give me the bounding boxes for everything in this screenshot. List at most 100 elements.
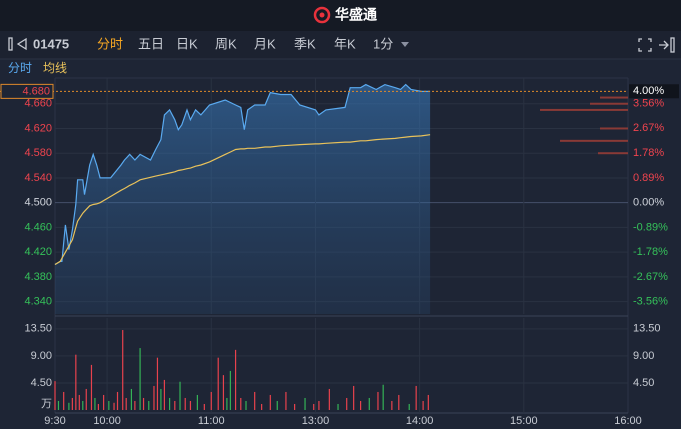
y-tick-label: 4.660 xyxy=(24,98,52,110)
volume-bar xyxy=(63,391,65,410)
fullscreen-button[interactable] xyxy=(638,38,652,52)
x-tick-label: 14:00 xyxy=(406,415,434,427)
x-tick-label: 16:00 xyxy=(614,415,642,427)
y2-tick-label: 0.89% xyxy=(633,172,664,184)
volume-bar xyxy=(313,403,315,410)
volume-bar xyxy=(108,400,110,410)
volume-bar xyxy=(160,388,162,410)
top-bar xyxy=(0,0,681,31)
volume-bar xyxy=(142,397,145,410)
last-price-label: 4.680 xyxy=(22,85,50,97)
collapse-button[interactable] xyxy=(659,37,675,53)
y-tick-label: 4.340 xyxy=(24,296,52,308)
volume-bar xyxy=(346,397,348,410)
tab[interactable]: 月K xyxy=(254,36,276,51)
volume-bar xyxy=(82,400,84,410)
y-tick-label: 4.380 xyxy=(24,271,52,283)
volume-bar xyxy=(174,400,176,410)
volume-profile-bar xyxy=(600,96,628,99)
volume-tick-label: 9.00 xyxy=(633,350,654,362)
volume-bar xyxy=(408,403,410,410)
volume-profile-bar xyxy=(590,102,628,105)
brand-name: 华盛通 xyxy=(335,7,377,23)
volume-bar xyxy=(368,397,370,410)
volume-bar xyxy=(103,394,105,410)
volume-bar xyxy=(240,397,242,410)
tab[interactable]: 年K xyxy=(334,36,356,51)
legend-entry: 均线 xyxy=(43,61,67,75)
tab[interactable]: 日K xyxy=(176,36,198,51)
volume-bar xyxy=(422,400,424,410)
symbol: 01475 xyxy=(33,36,69,51)
volume-bar xyxy=(328,388,330,410)
volume-bar xyxy=(261,403,263,410)
volume-bar xyxy=(189,400,192,410)
volume-bar xyxy=(130,388,132,410)
y2-tick-label: 1.78% xyxy=(633,147,664,159)
last-change-box xyxy=(629,84,679,99)
volume-bar xyxy=(337,403,339,410)
volume-profile-bar xyxy=(600,127,628,130)
y2-tick-label: -1.78% xyxy=(633,246,668,258)
volume-bar xyxy=(196,394,198,410)
volume-bar xyxy=(97,403,100,410)
back-button[interactable] xyxy=(8,37,27,51)
tab[interactable]: 分时 xyxy=(97,36,123,51)
volume-bar xyxy=(78,394,80,410)
volume-bar xyxy=(245,400,247,410)
volume-profile-bar xyxy=(540,108,628,111)
legend-entry: 分时 xyxy=(8,61,32,75)
volume-bar xyxy=(229,370,231,410)
volume-bar xyxy=(116,391,119,410)
y2-tick-label: -3.56% xyxy=(633,296,668,308)
volume-bar xyxy=(94,397,96,410)
volume-bar xyxy=(234,349,237,410)
y-tick-label: 4.460 xyxy=(24,221,52,233)
x-tick-label: 11:00 xyxy=(198,415,225,427)
volume-bar xyxy=(122,330,124,410)
volume-bar xyxy=(427,394,429,410)
toolbar xyxy=(0,31,681,59)
volume-bar xyxy=(391,400,393,410)
y-tick-label: 4.500 xyxy=(24,197,52,209)
volume-tick-label: 13.50 xyxy=(24,323,52,335)
volume-bar xyxy=(113,402,115,410)
volume-tick-label: 4.50 xyxy=(633,377,654,389)
volume-bar xyxy=(382,384,384,410)
volume-bar xyxy=(353,385,355,410)
volume-bar xyxy=(415,385,417,410)
volume-bar xyxy=(71,397,73,410)
volume-tick-label: 9.00 xyxy=(31,350,52,362)
volume-bar xyxy=(57,400,60,410)
interval[interactable]: 1分 xyxy=(373,36,393,51)
volume-bar xyxy=(163,379,165,410)
y-tick-label: 4.580 xyxy=(24,147,52,159)
tab[interactable]: 周K xyxy=(215,36,237,51)
volume-bar xyxy=(304,397,306,410)
volume-bar xyxy=(318,400,320,410)
y2-tick-label: -0.89% xyxy=(633,221,668,233)
volume-bar xyxy=(68,402,70,410)
volume-bar xyxy=(85,388,87,410)
brand-logo xyxy=(313,6,331,24)
y2-tick-label: 0.00% xyxy=(633,197,664,209)
volume-profile-bar xyxy=(560,139,628,142)
interval-arrow[interactable] xyxy=(401,42,409,47)
volume-bar xyxy=(203,403,205,410)
tab[interactable]: 五日 xyxy=(138,36,164,51)
volume-bar xyxy=(139,348,141,410)
last-change-label: 4.00% xyxy=(633,85,664,97)
volume-bar xyxy=(377,391,379,410)
y-tick-label: 4.540 xyxy=(24,172,52,184)
y2-tick-label: 2.67% xyxy=(633,122,664,134)
volume-bar xyxy=(125,397,127,410)
volume-tick-label: 4.50 xyxy=(31,377,52,389)
volume-bar xyxy=(360,400,362,410)
x-tick-label: 13:00 xyxy=(302,415,330,427)
y-tick-label: 4.620 xyxy=(24,122,52,134)
volume-bar xyxy=(134,400,136,410)
y-tick-label: 4.420 xyxy=(24,246,52,258)
tab[interactable]: 季K xyxy=(294,36,316,51)
x-tick-label: 10:00 xyxy=(93,415,121,427)
volume-bar xyxy=(217,357,219,410)
